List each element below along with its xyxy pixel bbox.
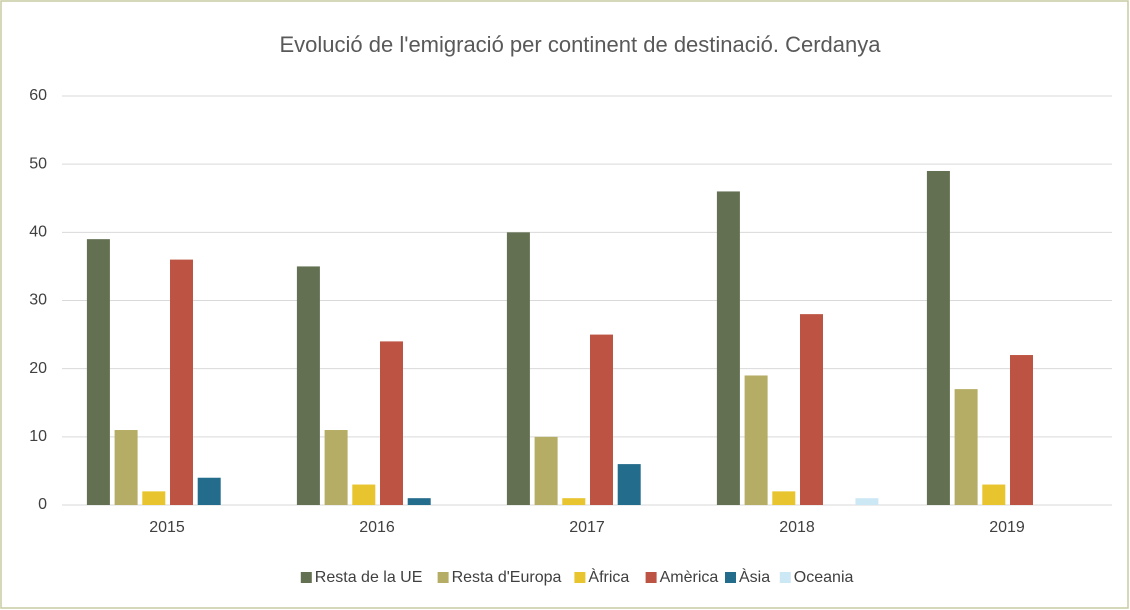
chart-title: Evolució de l'emigració per continent de… — [280, 32, 882, 57]
legend-label: Àfrica — [588, 567, 629, 586]
legend-label: Amèrica — [660, 569, 719, 586]
bar — [114, 430, 138, 505]
y-tick-label: 20 — [29, 360, 47, 377]
bar — [716, 191, 740, 505]
bar — [506, 232, 530, 506]
y-tick-label: 30 — [29, 292, 47, 309]
y-tick-label: 10 — [29, 428, 47, 445]
bar — [197, 477, 221, 505]
x-tick-label: 2017 — [569, 519, 605, 536]
bar — [982, 484, 1006, 505]
bar — [86, 239, 110, 505]
x-tick-label: 2018 — [779, 519, 815, 536]
legend-label: Resta d'Europa — [452, 569, 562, 586]
x-tick-label: 2016 — [359, 519, 395, 536]
legend-swatch — [725, 572, 736, 583]
legend-swatch — [437, 572, 449, 583]
bar — [855, 498, 879, 505]
legend-swatch — [779, 572, 791, 583]
legend-swatch — [645, 572, 657, 583]
legend-label: Àsia — [739, 567, 770, 586]
bar — [926, 170, 950, 505]
bar — [296, 266, 320, 505]
y-tick-label: 40 — [29, 224, 47, 241]
x-tick-label: 2019 — [989, 519, 1025, 536]
bar — [590, 334, 613, 505]
legend-label: Resta de la UE — [315, 569, 423, 586]
bar — [170, 259, 193, 505]
bar — [534, 436, 558, 505]
bar — [617, 464, 641, 505]
x-tick-label: 2015 — [149, 519, 185, 536]
legend-swatch — [300, 572, 312, 583]
bar — [407, 498, 431, 505]
bar — [954, 389, 978, 505]
bar — [562, 498, 586, 505]
bar — [142, 491, 166, 505]
bar — [324, 430, 348, 505]
y-tick-label: 0 — [38, 496, 47, 513]
bar — [772, 491, 796, 505]
y-tick-label: 60 — [29, 87, 47, 104]
bar — [1010, 355, 1033, 505]
legend-swatch — [574, 572, 586, 583]
bar — [380, 341, 403, 505]
legend-label: Oceania — [794, 569, 854, 586]
bar — [352, 484, 376, 505]
bar — [744, 375, 768, 505]
bar — [800, 314, 823, 505]
y-tick-label: 50 — [29, 155, 47, 172]
